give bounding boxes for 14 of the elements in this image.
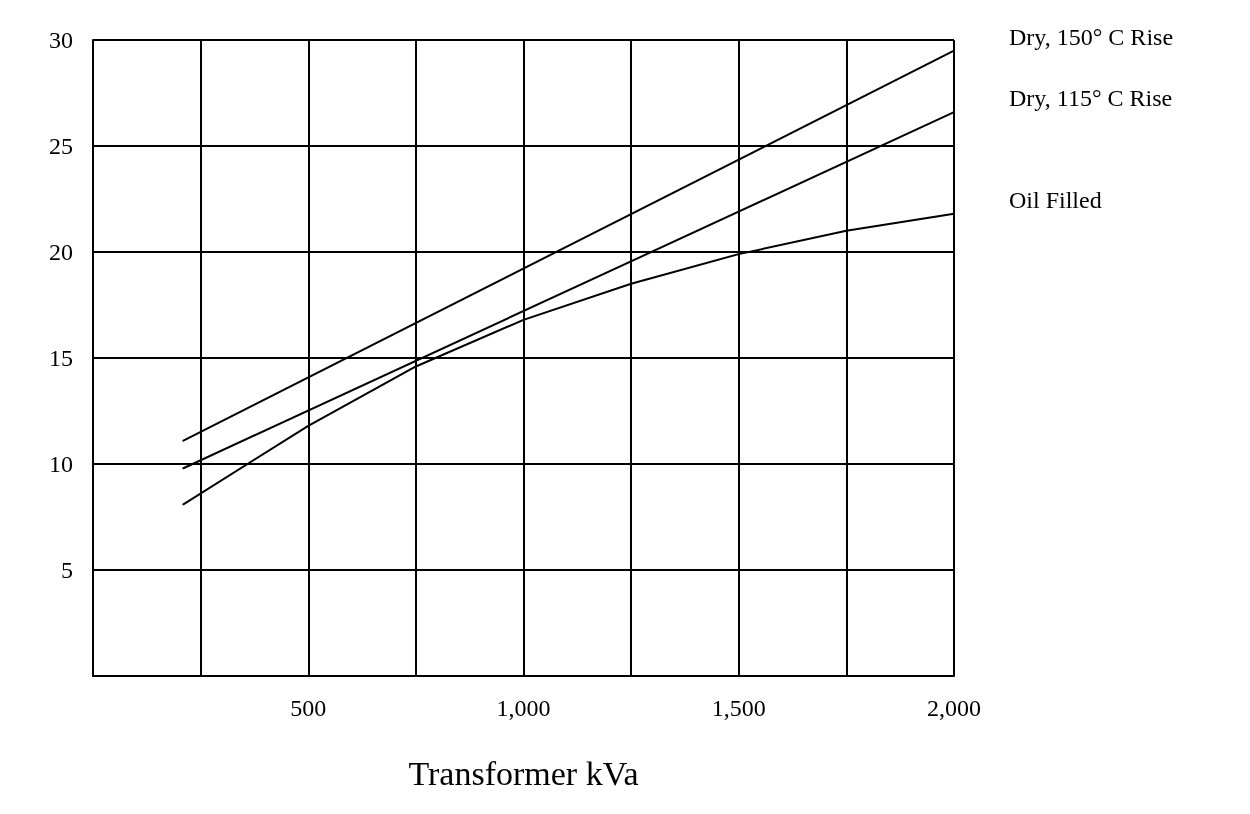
y-tick-label: 15 bbox=[49, 345, 73, 371]
y-tick-label: 10 bbox=[49, 451, 73, 477]
text: Oil Filled bbox=[1009, 186, 1102, 213]
x-tick-label: 1,500 bbox=[711, 695, 766, 721]
x-tick-label: 500 bbox=[290, 695, 327, 721]
y-tick-label: 30 bbox=[49, 27, 73, 53]
text: Dry, 115° C Rise bbox=[1009, 85, 1173, 112]
x-tick-label: 1,000 bbox=[496, 695, 551, 721]
x-axis-title: Transformer kVa bbox=[408, 754, 639, 792]
text: Dry, 150° C Rise bbox=[1009, 23, 1174, 50]
y-tick-label: 25 bbox=[49, 133, 73, 159]
y-tick-label: 20 bbox=[49, 239, 73, 265]
x-tick-label: 2,000 bbox=[927, 695, 981, 721]
y-tick-label: 5 bbox=[61, 557, 73, 583]
